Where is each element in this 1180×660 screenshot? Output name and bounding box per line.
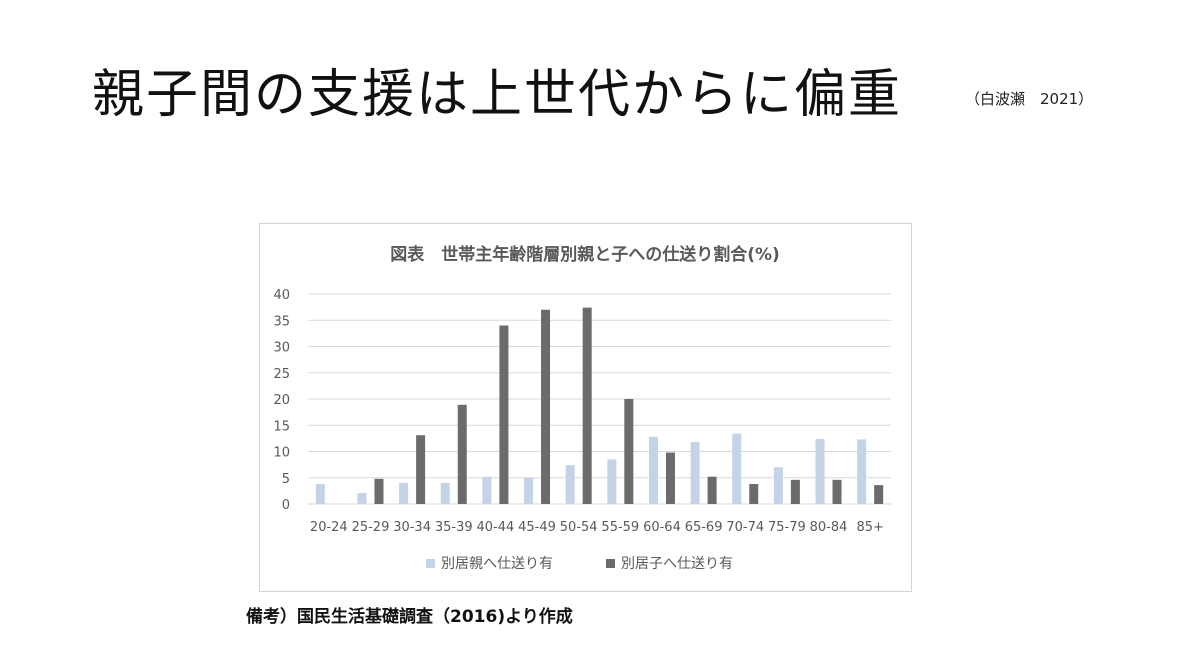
chart-container: 図表 世帯主年齢階層別親と子への仕送り割合(%) 0 5 10 15 20 25 30 35 4… [259,223,912,592]
x-tick-label: 25-29 [352,520,390,535]
y-tick-label: 40 [273,288,290,303]
bar-parent-support [857,439,867,504]
x-tick-label: 65-69 [685,520,723,535]
bar-child-support [374,478,384,504]
bar-parent-support [732,433,742,504]
legend-label: 別居親へ仕送り有 [441,556,553,572]
x-tick-label: 50-54 [560,520,598,535]
source-note: 備考）国民生活基礎調査（2016)より作成 [246,607,573,627]
y-tick-label: 35 [273,314,290,329]
bar-child-support [749,484,759,504]
legend-swatch [426,559,435,568]
bar-parent-support [773,467,783,504]
x-tick-label: 75-79 [768,520,806,535]
x-tick-label: 70-74 [726,520,764,535]
bar-child-support [624,399,634,504]
gridlines [308,293,891,505]
bar-child-support [457,404,467,504]
slide-title: 親子間の支援は上世代からに偏重 [92,65,903,125]
citation: （白波瀬 2021） [965,90,1094,108]
bar-parent-support [607,459,617,504]
x-tick-label: 55-59 [601,520,639,535]
bar-child-support [874,485,884,504]
y-axis-ticks: 0 5 10 15 20 25 30 35 40 [273,288,290,513]
bar-chart: 図表 世帯主年齢階層別親と子への仕送り割合(%) 0 5 10 15 20 25 30 35 4… [273,244,891,572]
bar-parent-support [648,436,658,504]
x-tick-label: 30-34 [393,520,431,535]
bar-parent-support [524,477,534,504]
bar-child-support [541,309,551,504]
x-tick-label: 60-64 [643,520,681,535]
y-tick-label: 30 [273,341,290,356]
x-tick-label: 45-49 [518,520,556,535]
bar-parent-support [357,492,367,504]
legend-swatch [606,559,615,568]
y-tick-label: 15 [273,419,290,434]
x-tick-label: 20-24 [310,520,348,535]
bar-parent-support [565,465,575,504]
y-tick-label: 5 [282,472,290,487]
bar-parent-support [815,438,825,504]
bar-parent-support [315,484,325,504]
bar-child-support [790,479,800,504]
bar-child-support [582,307,592,504]
legend-label: 別居子へ仕送り有 [621,556,733,572]
bar-child-support [665,452,675,504]
bar-parent-support [399,483,409,504]
x-tick-label: 85+ [856,520,883,535]
y-tick-label: 0 [282,498,290,513]
y-tick-label: 25 [273,367,290,382]
bar-parent-support [440,483,450,504]
y-tick-label: 10 [273,446,290,461]
bar-child-support [832,479,842,504]
bar-parent-support [482,476,492,504]
chart-title: 図表 世帯主年齢階層別親と子への仕送り割合(%) [390,244,780,265]
x-tick-label: 80-84 [810,520,848,535]
legend: 別居親へ仕送り有 別居子へ仕送り有 [426,556,733,572]
bar-child-support [499,325,509,504]
y-tick-label: 20 [273,393,290,408]
x-axis-ticks: 20-24 25-29 30-34 35-39 40-44 45-49 50-54 55-59… [310,520,884,535]
x-tick-label: 40-44 [477,520,515,535]
bars [315,307,884,504]
bar-child-support [707,476,717,504]
bar-parent-support [690,442,700,504]
x-tick-label: 35-39 [435,520,473,535]
bar-child-support [416,435,426,504]
